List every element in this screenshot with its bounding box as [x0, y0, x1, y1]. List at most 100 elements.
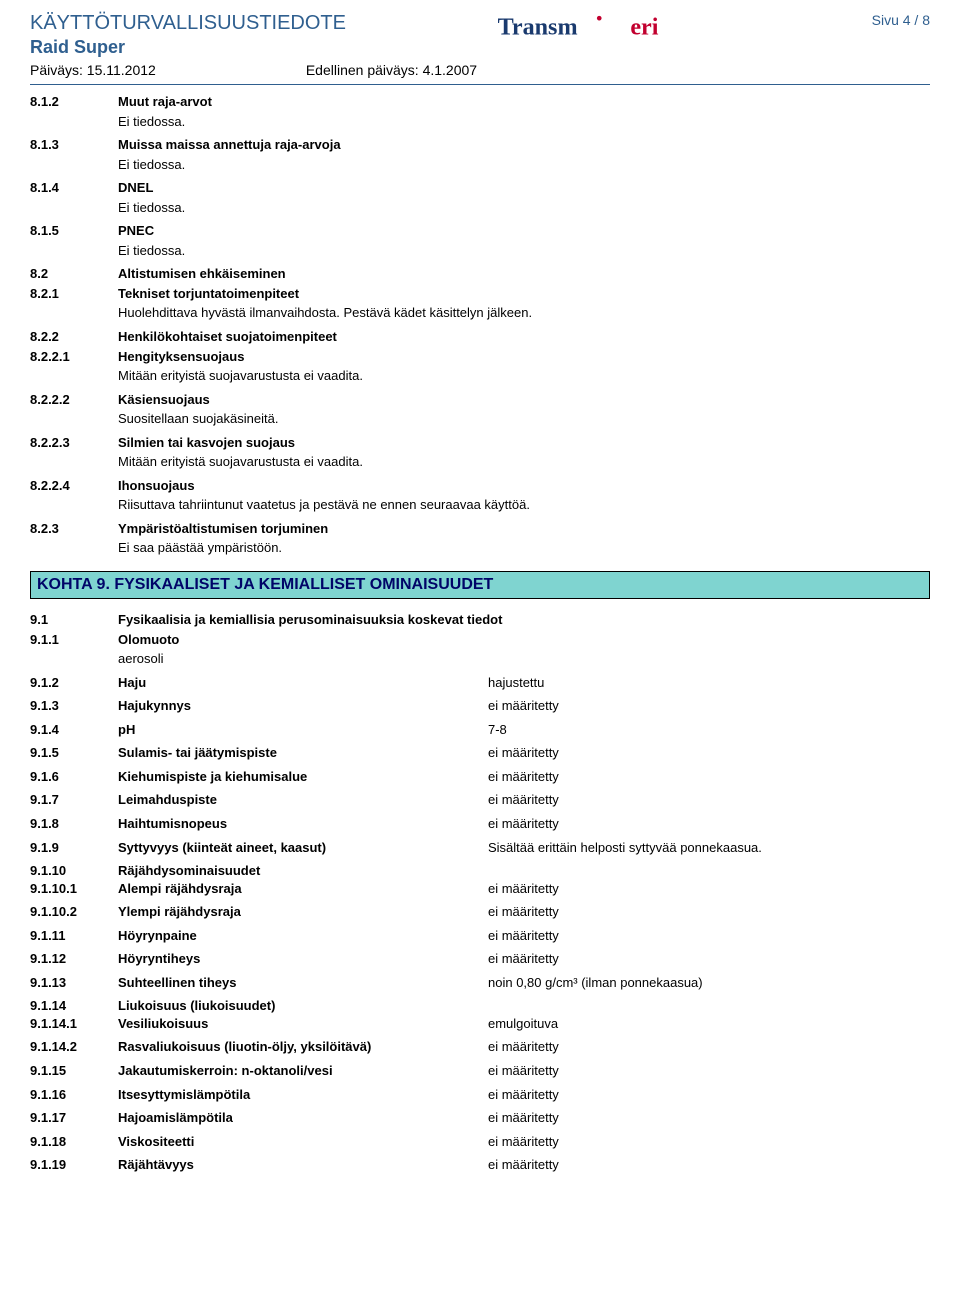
property-label: pH [118, 721, 488, 739]
entry-body: Ei tiedossa. [118, 156, 930, 174]
entry-label: Hengityksensuojaus [118, 348, 930, 366]
entry-label: Henkilökohtaiset suojatoimenpiteet [118, 328, 930, 346]
entry-label: Silmien tai kasvojen suojaus [118, 434, 930, 452]
property-number: 9.1.9 [30, 839, 118, 857]
entry-row: 8.2.2.3Silmien tai kasvojen suojaus [30, 434, 930, 452]
date-previous: Edellinen päiväys: 4.1.2007 [306, 62, 477, 78]
property-row: 9.1.17Hajoamislämpötilaei määritetty [30, 1109, 930, 1127]
property-value: 7-8 [488, 721, 930, 739]
property-label: Haihtumisnopeus [118, 815, 488, 833]
property-label: Haju [118, 674, 488, 692]
property-label: Sulamis- tai jäätymispiste [118, 744, 488, 762]
entry-label: Altistumisen ehkäiseminen [118, 265, 930, 283]
entry-body: Ei tiedossa. [118, 199, 930, 217]
entry-number: 8.1.4 [30, 179, 118, 197]
property-row: 9.1.15Jakautumiskerroin: n-oktanoli/vesi… [30, 1062, 930, 1080]
property-row: 9.1.19Räjähtävyysei määritetty [30, 1156, 930, 1174]
entry-row: 8.2.2.4Ihonsuojaus [30, 477, 930, 495]
property-row: 9.1.14.2Rasvaliukoisuus (liuotin-öljy, y… [30, 1038, 930, 1056]
property-value: ei määritetty [488, 815, 930, 833]
property-label: Räjähtävyys [118, 1156, 488, 1174]
entry-body: Ei tiedossa. [118, 242, 930, 260]
property-value: ei määritetty [488, 768, 930, 786]
entry-row: 8.1.3Muissa maissa annettuja raja-arvoja [30, 136, 930, 154]
property-number: 9.1.13 [30, 974, 118, 992]
property-row: 9.1.10.1Alempi räjähdysrajaei määritetty [30, 880, 930, 898]
entry-number: 9.1 [30, 611, 118, 629]
property-value: ei määritetty [488, 1062, 930, 1080]
entry-row: 8.1.4DNEL [30, 179, 930, 197]
entry-row: 8.2.2Henkilökohtaiset suojatoimenpiteet [30, 328, 930, 346]
entry-body: Riisuttava tahriintunut vaatetus ja pest… [118, 496, 930, 514]
property-number: 9.1.14.2 [30, 1038, 118, 1056]
property-number: 9.1.15 [30, 1062, 118, 1080]
entry-row: 8.1.5PNEC [30, 222, 930, 240]
entry-body: Ei tiedossa. [118, 113, 930, 131]
property-value: emulgoituva [488, 1015, 930, 1033]
property-number: 9.1.17 [30, 1109, 118, 1127]
property-row: 9.1.13Suhteellinen tiheysnoin 0,80 g/cm³… [30, 974, 930, 992]
property-label: Räjähdysominaisuudet [118, 862, 488, 880]
entry-number: 8.2.2.1 [30, 348, 118, 366]
entry-number: 8.2.3 [30, 520, 118, 538]
entry-body: Ei saa päästää ympäristöön. [118, 539, 930, 557]
property-row: 9.1.14Liukoisuus (liukoisuudet) [30, 997, 930, 1015]
property-label: Hajukynnys [118, 697, 488, 715]
section-9-banner: KOHTA 9. FYSIKAALISET JA KEMIALLISET OMI… [30, 571, 930, 599]
property-row: 9.1.18Viskositeettiei määritetty [30, 1133, 930, 1151]
section-8-list: 8.1.2Muut raja-arvotEi tiedossa.8.1.3Mui… [30, 93, 930, 557]
entry-label: Ihonsuojaus [118, 477, 930, 495]
svg-text:Transm: Transm [497, 14, 577, 40]
entry-body: Suositellaan suojakäsineitä. [118, 410, 930, 428]
property-value [488, 862, 930, 880]
property-row: 9.1.7Leimahduspisteei määritetty [30, 791, 930, 809]
property-number: 9.1.5 [30, 744, 118, 762]
property-label: Syttyvyys (kiinteät aineet, kaasut) [118, 839, 488, 857]
property-value: ei määritetty [488, 1109, 930, 1127]
property-number: 9.1.12 [30, 950, 118, 968]
property-value: ei määritetty [488, 950, 930, 968]
property-label: Itsesyttymislämpötila [118, 1086, 488, 1104]
property-value: ei määritetty [488, 880, 930, 898]
entry-label: Fysikaalisia ja kemiallisia perusominais… [118, 611, 930, 629]
entry-label: Muut raja-arvot [118, 93, 930, 111]
entry-row: 8.1.2Muut raja-arvot [30, 93, 930, 111]
property-label: Vesiliukoisuus [118, 1015, 488, 1033]
property-number: 9.1.3 [30, 697, 118, 715]
entry-row: 8.2.2.1Hengityksensuojaus [30, 348, 930, 366]
entry-label: Tekniset torjuntatoimenpiteet [118, 285, 930, 303]
property-number: 9.1.8 [30, 815, 118, 833]
section-9-properties: 9.1.2Hajuhajustettu9.1.3Hajukynnysei mää… [30, 674, 930, 1174]
entry-label: Muissa maissa annettuja raja-arvoja [118, 136, 930, 154]
property-row: 9.1.2Hajuhajustettu [30, 674, 930, 692]
property-number: 9.1.2 [30, 674, 118, 692]
property-value: ei määritetty [488, 697, 930, 715]
property-label: Höyryntiheys [118, 950, 488, 968]
property-row: 9.1.8Haihtumisnopeusei määritetty [30, 815, 930, 833]
property-number: 9.1.10.1 [30, 880, 118, 898]
property-value [488, 997, 930, 1015]
property-label: Kiehumispiste ja kiehumisalue [118, 768, 488, 786]
property-value: hajustettu [488, 674, 930, 692]
entry-label: Olomuoto [118, 631, 930, 649]
property-row: 9.1.11Höyrynpaineei määritetty [30, 927, 930, 945]
property-label: Rasvaliukoisuus (liuotin-öljy, yksilöitä… [118, 1038, 488, 1056]
property-row: 9.1.10Räjähdysominaisuudet [30, 862, 930, 880]
page-header: KÄYTTÖTURVALLISUUSTIEDOTE Raid Super Tra… [30, 12, 930, 58]
entry-number: 8.2.2.2 [30, 391, 118, 409]
entry-number: 8.2.2.3 [30, 434, 118, 452]
property-row: 9.1.4pH7-8 [30, 721, 930, 739]
property-number: 9.1.18 [30, 1133, 118, 1151]
header-left: KÄYTTÖTURVALLISUUSTIEDOTE Raid Super [30, 12, 346, 58]
property-number: 9.1.16 [30, 1086, 118, 1104]
entry-number: 8.1.3 [30, 136, 118, 154]
property-number: 9.1.14 [30, 997, 118, 1015]
date-current: Päiväys: 15.11.2012 [30, 62, 156, 78]
entry-label: Käsiensuojaus [118, 391, 930, 409]
property-value: Sisältää erittäin helposti syttyvää ponn… [488, 839, 930, 857]
entry-number: 9.1.1 [30, 631, 118, 649]
property-row: 9.1.6Kiehumispiste ja kiehumisalueei mää… [30, 768, 930, 786]
property-number: 9.1.11 [30, 927, 118, 945]
entry-number: 8.2 [30, 265, 118, 283]
property-row: 9.1.12Höyryntiheysei määritetty [30, 950, 930, 968]
